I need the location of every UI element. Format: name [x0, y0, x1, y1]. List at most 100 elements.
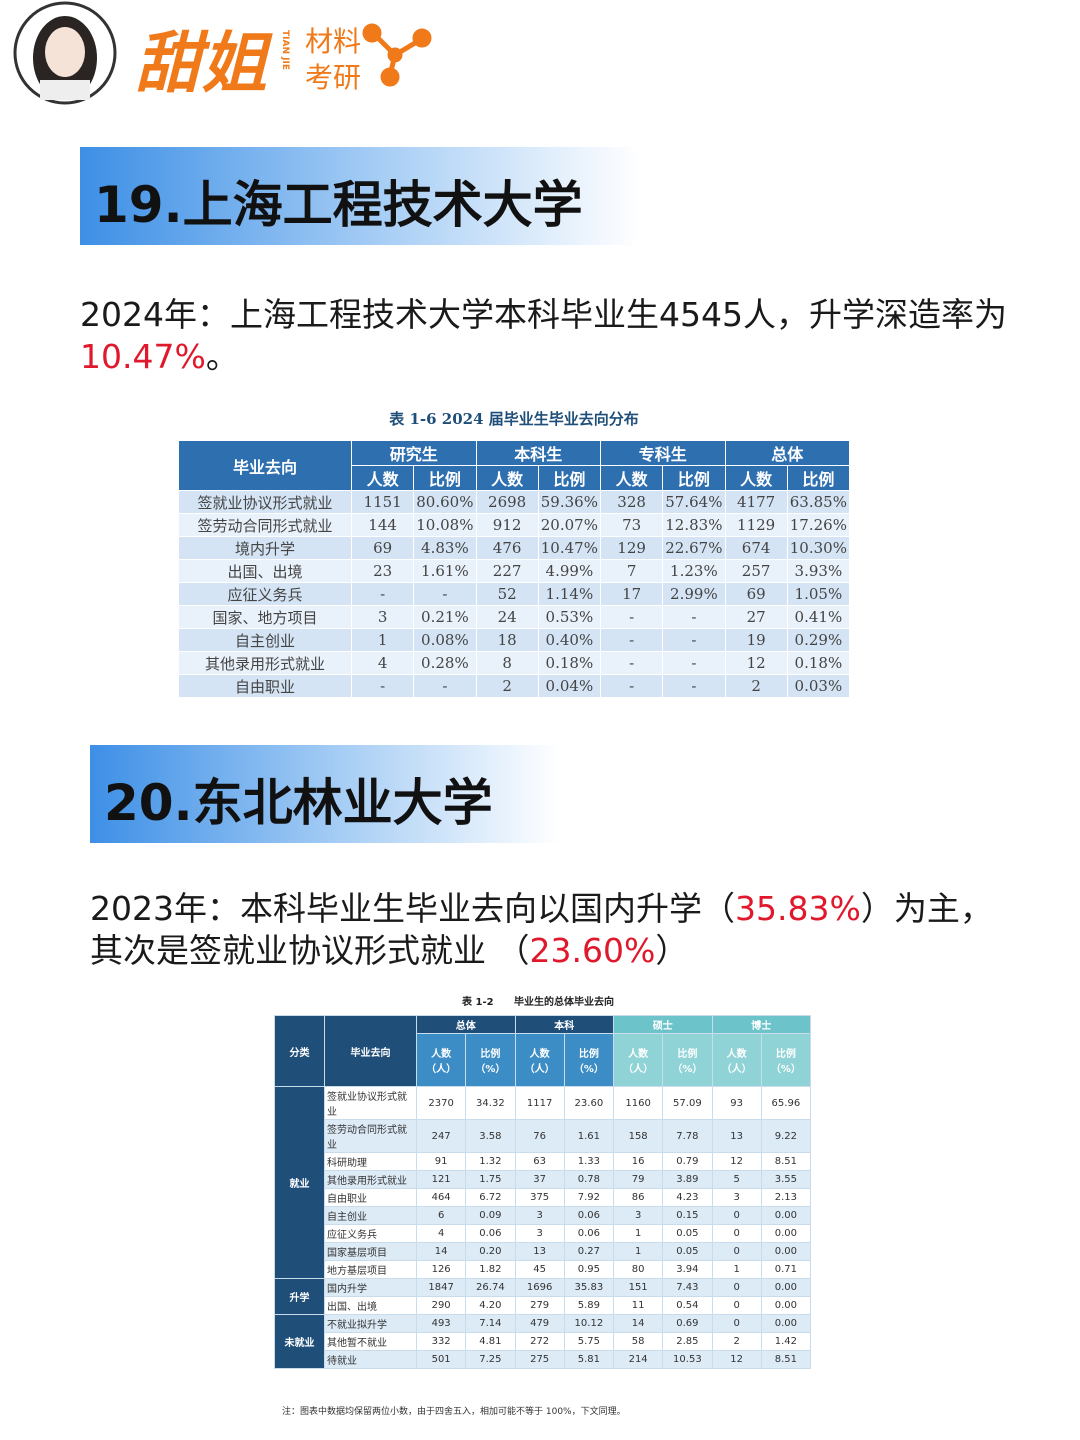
- table-cell: 476: [475, 536, 539, 560]
- table-cell: 17.26%: [786, 513, 851, 537]
- header-cell: 博士: [711, 1015, 811, 1034]
- table-cell: 8: [475, 651, 539, 675]
- table-cell: 121: [415, 1170, 467, 1189]
- table-cell: -: [413, 674, 477, 698]
- tag-bottom: 考研: [305, 61, 362, 94]
- table-cell: 其他录用形式就业: [178, 651, 352, 675]
- table-cell: 其他暂不就业: [324, 1332, 417, 1351]
- table-cell: 0.28%: [413, 651, 477, 675]
- caption-text: 毕业生的总体毕业去向: [514, 997, 614, 1008]
- header-row: 人数 比例 人数 比例 人数 比例 人数 比例: [179, 465, 851, 491]
- table-cell: 4.83%: [413, 536, 477, 560]
- table-cell: 自主创业: [178, 628, 352, 652]
- table-cell: 10.30%: [786, 536, 851, 560]
- table-cell: 应征义务兵: [178, 582, 352, 606]
- paragraph: 2024年：上海工程技术大学本科毕业生4545人，升学深造率为10.47%。: [80, 294, 1010, 378]
- table-row: 其他录用形式就业 4 0.28% 8 0.18% - -12 0.18%: [178, 651, 851, 675]
- header-row: 分类 毕业去向 总体 本科 硕士 博士: [274, 1015, 811, 1087]
- highlight: 23.60%: [529, 931, 656, 970]
- table-row: 待就业 501 7.25 275 5.81 214 10.53 12 8.51: [275, 1350, 812, 1369]
- table-cell: 0.15: [662, 1206, 713, 1225]
- table-cell: 1129: [724, 513, 788, 537]
- table-cell: 1: [612, 1224, 664, 1243]
- table-cell: 0.00: [760, 1296, 812, 1315]
- table-cell: 93: [711, 1086, 762, 1120]
- header-cell: 本科: [514, 1015, 614, 1034]
- header-cell: 分类: [274, 1015, 325, 1087]
- table-cell: 5.75: [563, 1332, 615, 1351]
- table-cell: 35.83: [563, 1278, 615, 1297]
- table-cell: 0.69: [662, 1314, 713, 1333]
- table-cell: 375: [514, 1188, 565, 1207]
- table-cell: 2.99%: [662, 582, 726, 606]
- table-cell: 科研助理: [324, 1152, 417, 1171]
- table-cell: 73: [599, 513, 664, 537]
- table-cell: 57.64%: [662, 490, 726, 514]
- table-cell: 10.08%: [413, 513, 477, 537]
- table-cell: 4.20: [465, 1296, 516, 1315]
- table-cell: 0.41%: [786, 605, 851, 629]
- table-cell: 5.89: [563, 1296, 615, 1315]
- table-cell: 4.99%: [537, 559, 602, 583]
- table-cell: 0: [711, 1242, 762, 1261]
- table-cell: 0.09: [465, 1206, 516, 1225]
- table-cell: 1.42: [760, 1332, 812, 1351]
- table-cell: 6.72: [465, 1188, 516, 1207]
- table-cell: 0.06: [563, 1224, 615, 1243]
- table-cell: 86: [612, 1188, 664, 1207]
- table: 毕业去向 研究生 本科生 专科生 总体 人数 比例 人数 比例 人数 比例 人数 比例 签就业协议形式就业…: [178, 440, 851, 698]
- table-cell: 不就业拟升学: [324, 1314, 417, 1333]
- table-cell: 0.18%: [537, 651, 602, 675]
- table-cell: 479: [514, 1314, 565, 1333]
- table-cell: 3: [350, 605, 415, 629]
- text: 2023年：本科毕业生毕业去向以国内升学（: [90, 889, 735, 928]
- tag-top: 材料: [305, 25, 362, 58]
- table-note: 注：图表中数据均保留两位小数，由于四舍五入，相加可能不等于 100%，下文同理。: [282, 1407, 626, 1417]
- table-row: 自由职业 - -2 0.04% - -2 0.03%: [178, 674, 851, 698]
- table-cell: 1.33: [563, 1152, 615, 1171]
- table-cell: 7.92: [563, 1188, 615, 1207]
- category-cell: 升学: [274, 1278, 325, 1315]
- table-cell: 自主创业: [324, 1206, 417, 1225]
- table-cell: -: [662, 628, 726, 652]
- table-cell: 332: [415, 1332, 467, 1351]
- table-cell: 签劳动合同形式就业: [324, 1119, 417, 1153]
- table-cell: 65.96: [760, 1086, 812, 1120]
- brand: 甜姐: [135, 25, 267, 102]
- table-cell: 45: [514, 1260, 565, 1279]
- header-cell: 总体: [724, 440, 850, 466]
- table-cell: 地方基层项目: [324, 1260, 417, 1279]
- header-cell: 毕业去向: [324, 1015, 417, 1087]
- table-cell: 2: [711, 1332, 762, 1351]
- header-cell: 人数: [724, 465, 788, 491]
- table-cell: 1.05%: [786, 582, 851, 606]
- table-cell: 0.27: [563, 1242, 615, 1261]
- table-cell: -: [662, 674, 726, 698]
- table-cell: 0.79: [662, 1152, 713, 1171]
- table-cell: 0.78: [563, 1170, 615, 1189]
- table-cell: 59.36%: [537, 490, 602, 514]
- table-cell: 272: [514, 1332, 565, 1351]
- header-cell: 专科生: [600, 440, 726, 466]
- table-cell: -: [350, 582, 415, 606]
- table-cell: 24: [475, 605, 539, 629]
- table-cell: 1160: [612, 1086, 664, 1120]
- table-cell: 34.32: [465, 1086, 516, 1120]
- table-cell: 2.85: [662, 1332, 713, 1351]
- table-cell: 227: [475, 559, 539, 583]
- text: 。: [205, 337, 239, 376]
- table-row: 自主创业 1 0.08% 18 0.40% - -19 0.29%: [178, 628, 851, 652]
- table-cell: 4: [415, 1224, 467, 1243]
- table-cell: 158: [612, 1119, 664, 1153]
- table-cell: 0.06: [563, 1206, 615, 1225]
- table-cell: 10.47%: [537, 536, 602, 560]
- table-cell: 签就业协议形式就业: [178, 490, 352, 514]
- table-cell: 20.07%: [537, 513, 602, 537]
- table-cell: 4177: [724, 490, 788, 514]
- table-cell: 16: [612, 1152, 664, 1171]
- table-cell: 0.18%: [786, 651, 851, 675]
- table-cell: 27: [724, 605, 788, 629]
- table-cell: 3.55: [760, 1170, 812, 1189]
- header-cell: 本科生: [475, 440, 601, 466]
- header-row: 人数（人） 比例（%） 人数（人） 比例（%） 人数（人） 比例（%） 人数（人） 比例（%）: [275, 1033, 812, 1087]
